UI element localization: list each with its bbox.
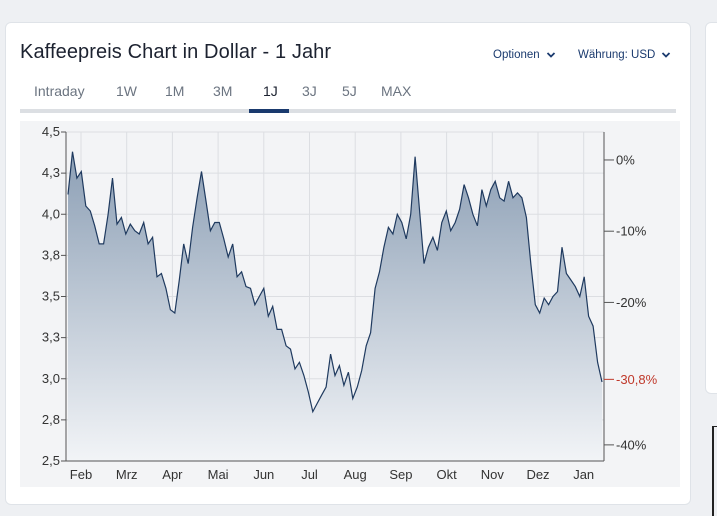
- price-area: [68, 151, 602, 461]
- options-label: Optionen: [493, 49, 540, 61]
- x-tick-label: Sep: [389, 467, 412, 482]
- x-tick-label: Okt: [436, 467, 457, 482]
- chart-card: Kaffeepreis Chart in Dollar - 1 Jahr Opt…: [5, 22, 691, 505]
- x-tick-label: Apr: [162, 467, 183, 482]
- currency-dropdown[interactable]: Währung: USD: [578, 49, 671, 61]
- current-change-label: -30,8%: [616, 372, 658, 387]
- price-line: [67, 151, 603, 414]
- side-panel: [705, 22, 717, 394]
- side-fragment: [712, 426, 717, 516]
- y-tick-label: 2,8: [42, 412, 60, 427]
- y-tick-label: 4,5: [42, 124, 60, 139]
- x-tick-label: Mai: [208, 467, 229, 482]
- x-tick-label: Feb: [70, 467, 92, 482]
- y2-tick-label: -40%: [616, 437, 647, 452]
- price-chart: 4,5 4,3 4,0 3,8 3,5 3,3 3,0 2,8 2,5 Feb Mrz Apr Mai J…: [20, 121, 680, 487]
- y-tick-label: 4,3: [42, 165, 60, 180]
- page-title: Kaffeepreis Chart in Dollar - 1 Jahr: [20, 41, 332, 63]
- x-tick-label: Nov: [481, 467, 505, 482]
- chevron-down-icon: [662, 52, 671, 58]
- timeframe-tabs: Intraday 1W 1M 3M 1J 3J 5J MAX: [20, 81, 676, 115]
- tab-max[interactable]: MAX: [381, 83, 412, 99]
- y-tick-label: 3,8: [42, 247, 60, 262]
- y2-tick-label: -20%: [616, 295, 647, 310]
- tab-1m[interactable]: 1M: [165, 83, 185, 99]
- x-tick-label: Jan: [573, 467, 594, 482]
- tab-intraday[interactable]: Intraday: [34, 83, 85, 99]
- y-tick-label: 3,3: [42, 330, 60, 345]
- tab-3j[interactable]: 3J: [302, 83, 317, 99]
- currency-label: Währung: USD: [578, 49, 656, 61]
- tab-3m[interactable]: 3M: [213, 83, 233, 99]
- x-tick-label: Jul: [301, 467, 318, 482]
- tabs-divider: [20, 109, 676, 113]
- x-tick-label: Dez: [526, 467, 549, 482]
- y-tick-label: 2,5: [42, 453, 60, 468]
- y-tick-label: 3,5: [42, 289, 60, 304]
- x-tick-label: Jun: [253, 467, 274, 482]
- x-tick-label: Aug: [344, 467, 367, 482]
- active-tab-indicator: [249, 109, 289, 113]
- tab-5j[interactable]: 5J: [342, 83, 357, 99]
- y2-tick-label: 0%: [616, 152, 635, 167]
- chevron-down-icon: [546, 52, 555, 58]
- x-tick-label: Mrz: [116, 467, 138, 482]
- tab-1w[interactable]: 1W: [116, 83, 137, 99]
- tab-1j[interactable]: 1J: [263, 83, 278, 99]
- y-tick-label: 4,0: [42, 206, 60, 221]
- options-dropdown[interactable]: Optionen: [493, 49, 556, 61]
- y2-tick-label: -10%: [616, 224, 647, 239]
- y-tick-label: 3,0: [42, 371, 60, 386]
